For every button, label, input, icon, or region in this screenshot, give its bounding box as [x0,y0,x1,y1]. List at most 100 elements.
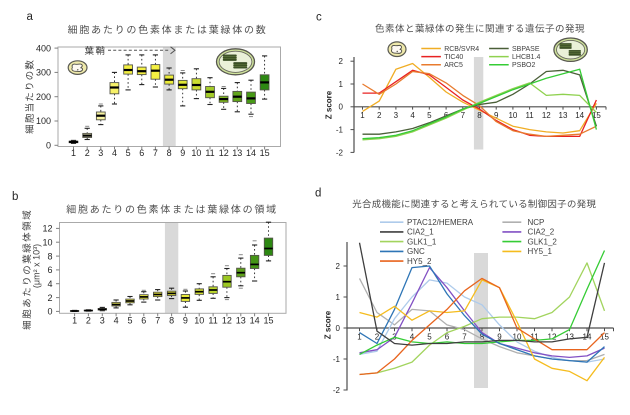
svg-text:8: 8 [167,148,172,158]
svg-text:10: 10 [513,332,522,341]
svg-text:4: 4 [47,279,52,289]
svg-text:9: 9 [183,316,188,326]
svg-text:11: 11 [525,111,534,120]
svg-text:200: 200 [36,92,51,102]
svg-text:13: 13 [565,332,574,341]
svg-text:14: 14 [250,316,260,326]
svg-text:TIC40: TIC40 [444,54,463,61]
svg-text:11: 11 [208,316,217,326]
svg-text:10: 10 [191,148,201,158]
svg-text:1: 1 [72,316,77,326]
svg-text:-2: -2 [333,386,341,395]
svg-text:3: 3 [98,148,103,158]
svg-text:9: 9 [497,332,502,341]
svg-text:RCB/SVR4: RCB/SVR4 [444,46,479,53]
svg-text:1: 1 [336,293,341,302]
svg-text:-2: -2 [336,148,344,157]
svg-text:c: c [316,11,322,23]
svg-text:5: 5 [127,316,132,326]
svg-text:4: 4 [410,111,415,120]
svg-text:1: 1 [71,148,76,158]
svg-text:14: 14 [575,111,584,120]
svg-text:2: 2 [377,111,382,120]
svg-text:7: 7 [462,332,467,341]
svg-text:8: 8 [169,316,174,326]
svg-text:Z score: Z score [325,90,334,119]
svg-text:1: 1 [360,111,365,120]
svg-text:5: 5 [427,332,432,341]
svg-text:5: 5 [427,111,432,120]
svg-text:14: 14 [246,148,256,158]
svg-text:1: 1 [339,80,344,89]
svg-text:HY5_2: HY5_2 [407,257,432,266]
svg-text:6: 6 [445,332,450,341]
svg-text:12: 12 [548,332,557,341]
svg-text:0: 0 [47,307,52,317]
svg-text:12: 12 [42,224,52,234]
svg-text:2: 2 [336,262,341,271]
svg-text:CIA2_2: CIA2_2 [528,228,555,237]
svg-text:9: 9 [180,148,185,158]
svg-text:4: 4 [410,332,415,341]
svg-text:-1: -1 [333,355,341,364]
svg-text:4: 4 [112,148,117,158]
svg-text:NCP: NCP [528,218,545,227]
svg-text:2: 2 [85,148,90,158]
svg-text:13: 13 [236,316,246,326]
svg-text:PSBO2: PSBO2 [512,62,535,69]
svg-text:8: 8 [477,111,482,120]
svg-text:11: 11 [205,148,214,158]
svg-text:400: 400 [36,43,51,53]
svg-text:9: 9 [494,111,499,120]
svg-text:12: 12 [222,316,232,326]
svg-text:1: 1 [357,332,362,341]
svg-text:3: 3 [394,111,399,120]
svg-text:7: 7 [153,148,158,158]
svg-text:12: 12 [542,111,551,120]
svg-text:12: 12 [219,148,229,158]
svg-text:(μm² x 10³): (μm² x 10³) [32,244,42,288]
svg-text:ARC5: ARC5 [444,62,463,69]
svg-text:8: 8 [480,332,485,341]
svg-text:a: a [27,11,34,23]
svg-text:PTAC12/HEMERA: PTAC12/HEMERA [407,218,474,227]
svg-text:15: 15 [263,316,273,326]
svg-text:SBPASE: SBPASE [512,46,540,53]
svg-text:-1: -1 [336,126,344,135]
svg-text:13: 13 [232,148,242,158]
svg-text:d: d [315,187,321,199]
svg-text:7: 7 [461,111,466,120]
svg-text:2: 2 [339,57,344,66]
svg-text:11: 11 [530,332,539,341]
svg-text:HY5_1: HY5_1 [528,247,553,256]
svg-text:GLK1_1: GLK1_1 [407,237,437,246]
svg-text:10: 10 [508,111,517,120]
svg-text:7: 7 [155,316,160,326]
svg-text:GLK1_2: GLK1_2 [528,237,558,246]
svg-text:300: 300 [36,68,51,78]
svg-text:4: 4 [114,316,119,326]
svg-text:b: b [12,191,18,203]
svg-text:2: 2 [375,332,380,341]
svg-text:15: 15 [600,332,609,341]
svg-text:GNC: GNC [407,247,425,256]
svg-text:10: 10 [42,237,52,247]
svg-text:2: 2 [47,293,52,303]
svg-text:8: 8 [47,251,52,261]
svg-text:15: 15 [592,111,601,120]
svg-text:15: 15 [260,148,270,158]
svg-text:100: 100 [36,116,51,126]
svg-text:3: 3 [100,316,105,326]
svg-text:Z score: Z score [324,310,333,339]
svg-text:6: 6 [139,148,144,158]
svg-text:13: 13 [559,111,568,120]
svg-text:0: 0 [339,103,344,112]
svg-text:0: 0 [46,141,51,151]
svg-text:10: 10 [194,316,204,326]
svg-text:6: 6 [47,265,52,275]
svg-text:5: 5 [126,148,131,158]
svg-text:6: 6 [141,316,146,326]
svg-text:CIA2_1: CIA2_1 [407,228,434,237]
svg-text:LHCB1.4: LHCB1.4 [512,54,541,61]
svg-text:2: 2 [86,316,91,326]
